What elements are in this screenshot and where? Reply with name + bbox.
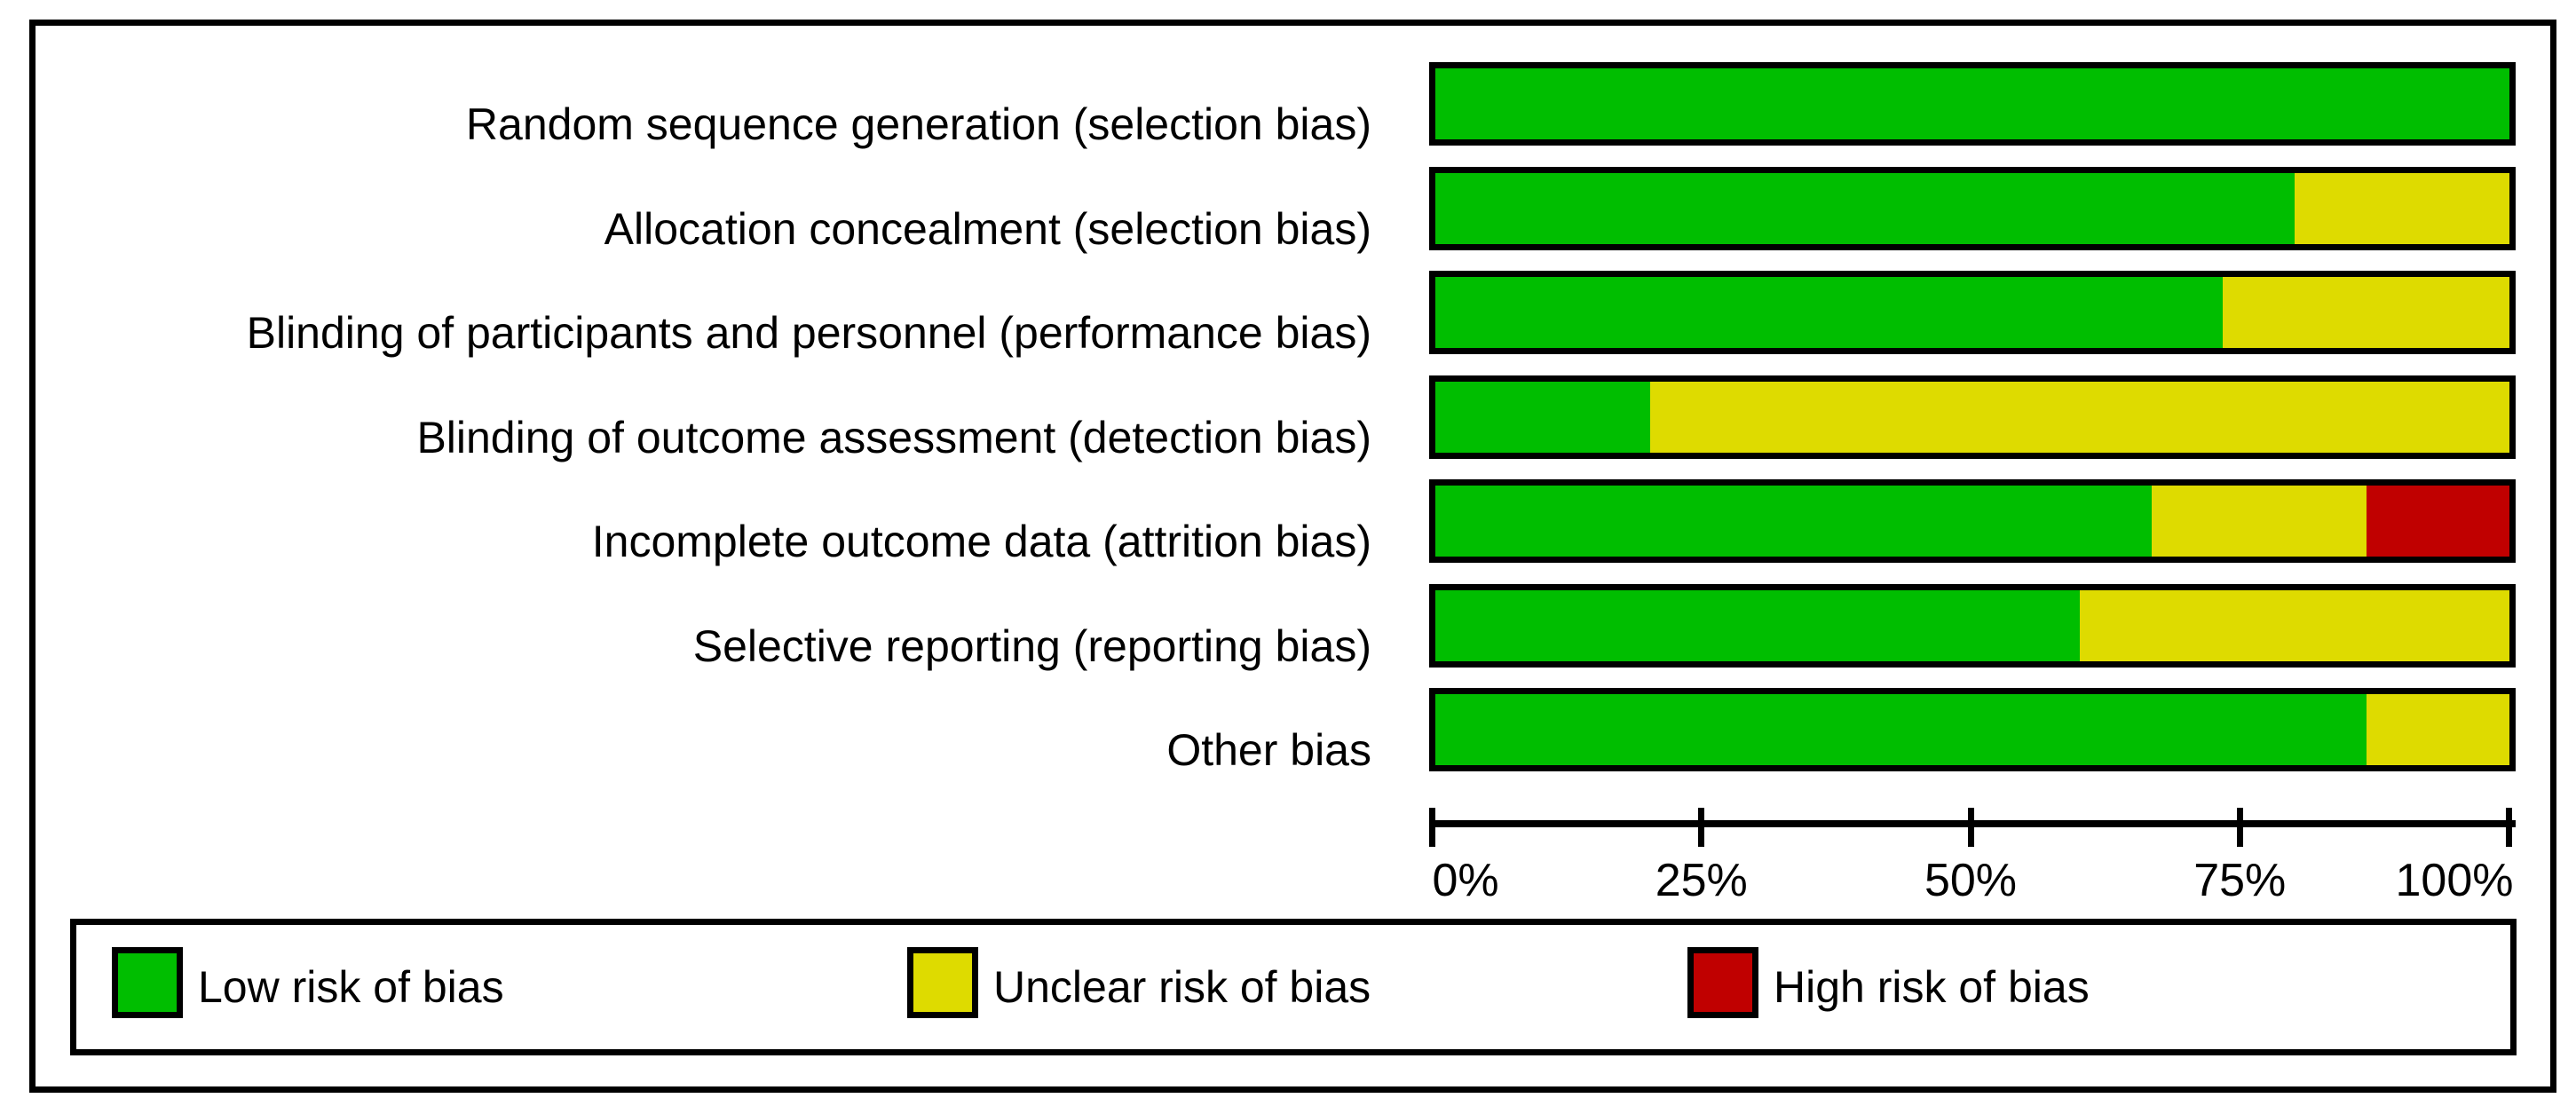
legend-label: Low risk of bias: [198, 962, 504, 1012]
legend-item: Low risk of bias: [112, 947, 504, 1018]
bar-segment-low-risk: [1435, 173, 2295, 244]
stacked-bar: [1429, 167, 2516, 250]
legend-swatch-unclear-risk: [907, 947, 978, 1018]
category-label: Other bias: [1166, 725, 1371, 775]
stacked-bar: [1429, 375, 2516, 459]
category-label: Blinding of participants and personnel (…: [246, 308, 1371, 358]
axis-tick-label: 100%: [2395, 855, 2514, 906]
category-label: Selective reporting (reporting bias): [692, 621, 1371, 671]
bar-segment-unclear-risk: [2151, 486, 2367, 557]
category-label: Allocation concealment (selection bias): [604, 204, 1371, 254]
bar-segment-low-risk: [1435, 590, 2080, 661]
legend-label: Unclear risk of bias: [993, 962, 1371, 1012]
axis-tick-label: 0%: [1432, 855, 1499, 906]
stacked-bar: [1429, 584, 2516, 668]
bar-segment-low-risk: [1435, 694, 2367, 765]
bar-segment-low-risk: [1435, 277, 2224, 348]
legend-box: Low risk of bias Unclear risk of bias High…: [70, 919, 2517, 1055]
bar-segment-low-risk: [1435, 486, 2152, 557]
figure-border: [29, 20, 2556, 1093]
bar-segment-unclear-risk: [2366, 694, 2509, 765]
legend-item: Unclear risk of bias: [907, 947, 1371, 1018]
category-label: Blinding of outcome assessment (detectio…: [416, 413, 1371, 462]
legend-swatch-high-risk: [1687, 947, 1758, 1018]
legend-swatch-low-risk: [112, 947, 183, 1018]
bar-segment-unclear-risk: [1650, 382, 2509, 453]
category-label: Incomplete outcome data (attrition bias): [591, 517, 1371, 566]
stacked-bar: [1429, 62, 2516, 146]
stacked-bar: [1429, 479, 2516, 563]
bar-segment-low-risk: [1435, 68, 2509, 139]
bar-segment-unclear-risk: [2223, 277, 2509, 348]
axis-tick-label: 25%: [1655, 855, 1748, 906]
axis-tick: [2506, 808, 2512, 847]
axis-tick: [1698, 808, 1705, 847]
axis-tick-label: 50%: [1924, 855, 2018, 906]
stacked-bar: [1429, 271, 2516, 354]
bar-segment-high-risk: [2366, 486, 2509, 557]
legend-label: High risk of bias: [1774, 962, 2090, 1012]
bar-segment-low-risk: [1435, 382, 1650, 453]
axis-tick: [1429, 808, 1435, 847]
axis-tick: [2236, 808, 2243, 847]
bar-segment-unclear-risk: [2080, 590, 2509, 661]
legend-item: High risk of bias: [1687, 947, 2090, 1018]
stacked-bar: [1429, 688, 2516, 771]
axis-tick-label: 75%: [2193, 855, 2287, 906]
axis-tick: [1967, 808, 1974, 847]
bar-segment-unclear-risk: [2295, 173, 2509, 244]
category-label: Random sequence generation (selection bi…: [465, 99, 1371, 149]
